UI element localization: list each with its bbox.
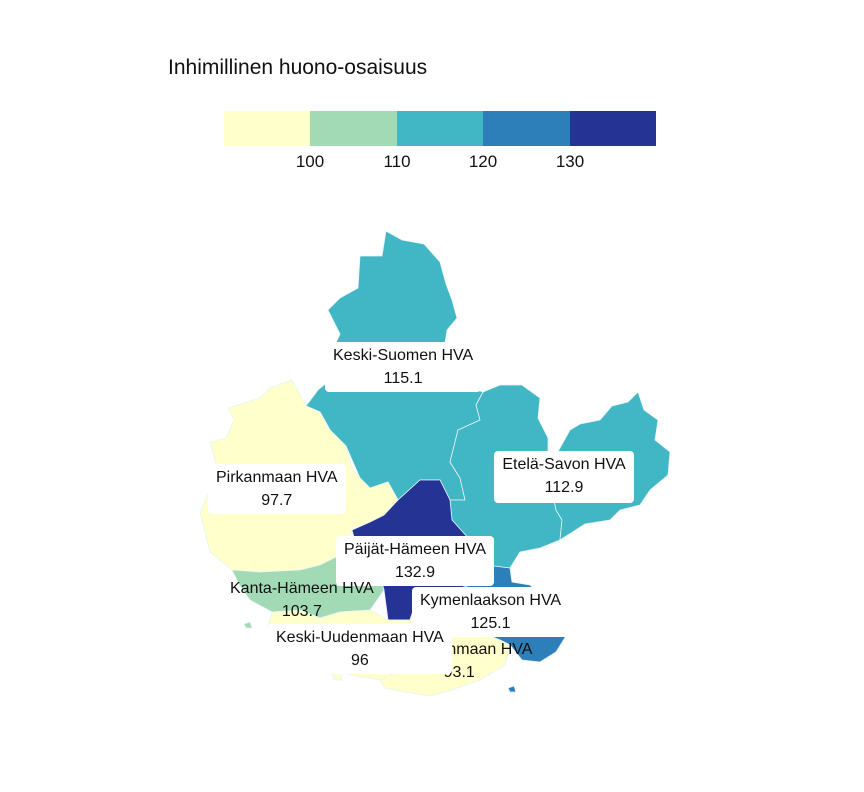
color-scale-swatch-2 — [310, 111, 397, 146]
region-value: 96 — [350, 652, 369, 669]
legend-tick: 130 — [555, 152, 585, 171]
region-name: Päijät-Hämeen HVA — [344, 541, 486, 558]
region-value: 112.9 — [544, 479, 584, 496]
color-scale-swatch-3 — [396, 111, 484, 146]
label-kanta-hame: Kanta-Hämeen HVA 103.7 — [222, 575, 382, 625]
region-name: Keski-Suomen HVA — [333, 347, 474, 364]
label-etela-savo: Etelä-Savon HVA 112.9 — [494, 451, 634, 503]
legend-title: Inhimillinen huono-osaisuus — [168, 56, 428, 79]
region-value: 97.7 — [261, 492, 293, 509]
region-name: Keski-Uudenmaan HVA — [276, 629, 444, 646]
legend-tick: 120 — [468, 152, 498, 171]
region-value: 103.7 — [281, 603, 322, 620]
region-kymenlaakso-islet[interactable] — [507, 685, 517, 693]
region-value: 125.1 — [470, 615, 511, 632]
label-pirkanmaa: Pirkanmaan HVA 97.7 — [208, 464, 346, 514]
color-scale-bar — [224, 111, 656, 146]
label-keski-uusimaa: Keski-Uudenmaan HVA 96 — [268, 624, 452, 674]
region-name: Kanta-Hämeen HVA — [230, 580, 374, 597]
legend-tick: 100 — [295, 152, 325, 171]
color-scale-swatch-1 — [224, 111, 311, 146]
region-name: Kymenlaakson HVA — [420, 592, 562, 609]
region-name: Etelä-Savon HVA — [502, 456, 626, 473]
color-scale-swatch-4 — [483, 111, 570, 146]
color-scale-swatch-5 — [569, 111, 656, 146]
region-value: 132.9 — [394, 564, 436, 581]
region-value: 115.1 — [383, 370, 423, 387]
label-paijat-hame: Päijät-Hämeen HVA 132.9 — [336, 536, 494, 586]
region-name: Pirkanmaan HVA — [216, 469, 338, 486]
label-keski-suomi: Keski-Suomen HVA 115.1 — [325, 342, 482, 392]
legend-tick: 110 — [383, 152, 411, 171]
region-kanta-hame-islet[interactable] — [243, 621, 253, 629]
